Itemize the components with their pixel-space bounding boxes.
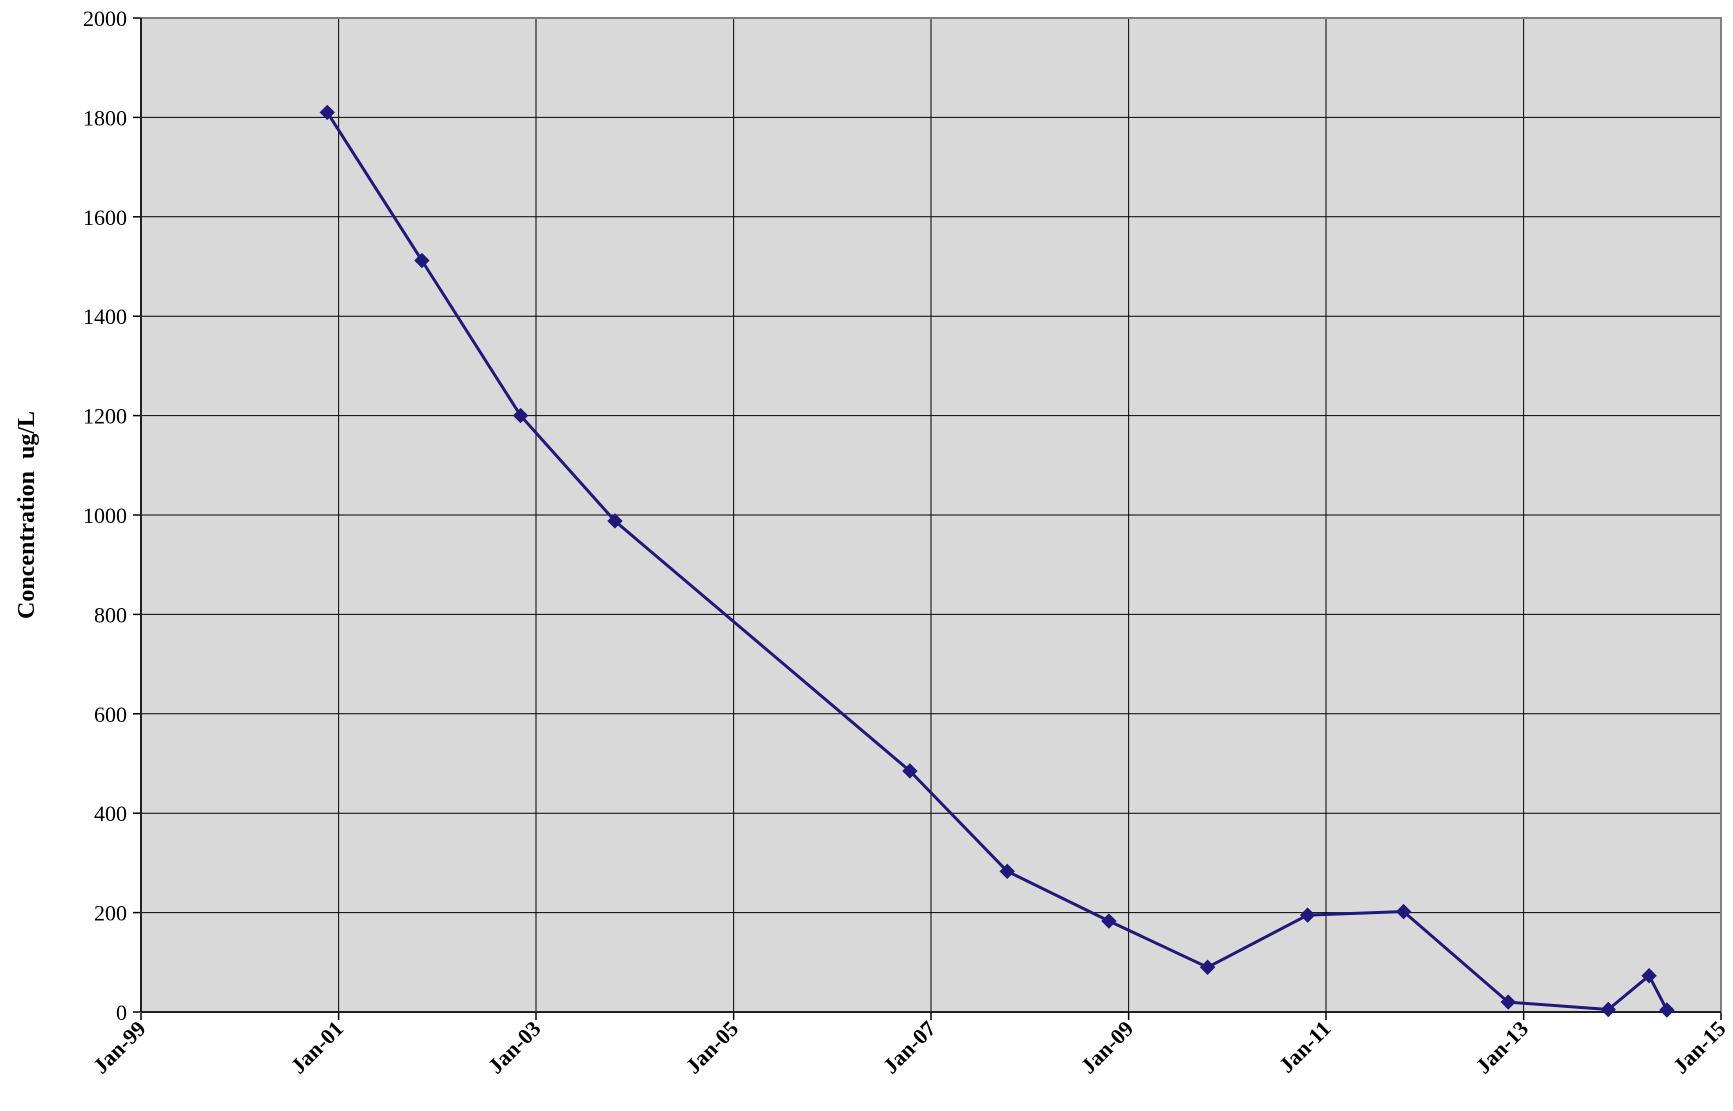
data-point-marker <box>414 252 430 269</box>
data-point-marker <box>1101 913 1117 929</box>
x-tick-label: Jan-13 <box>1471 1016 1534 1079</box>
data-point-marker <box>319 104 335 121</box>
x-tick-label: Jan-03 <box>483 1016 546 1079</box>
data-point-marker <box>512 407 529 424</box>
y-axis-tick-labels: 0 200 400 600 800 1000 1200 1400 1600 1800 2000 <box>83 6 127 1025</box>
y-tick-label: 800 <box>94 602 127 627</box>
x-axis-tick-labels: Jan-99 Jan-01 Jan-03 Jan-05 Jan-07 Jan-09 Jan-… <box>88 1016 1731 1079</box>
y-tick-label: 2000 <box>83 6 127 31</box>
y-tick-label: 1200 <box>83 404 127 429</box>
y-axis-label: Concentration ug/L <box>14 411 40 619</box>
data-series <box>319 104 1675 1018</box>
y-tick-label: 1400 <box>83 304 127 329</box>
x-tick-label: Jan-09 <box>1076 1016 1139 1079</box>
data-point-marker <box>1500 994 1516 1010</box>
y-tick-label: 1800 <box>83 105 127 130</box>
y-tick-label: 0 <box>116 1000 127 1025</box>
x-tick-label: Jan-11 <box>1274 1016 1336 1078</box>
data-point-marker <box>1659 1002 1675 1018</box>
x-tick-label: Jan-01 <box>286 1016 349 1079</box>
x-tick-label: Jan-99 <box>88 1016 151 1079</box>
data-point-marker <box>1299 907 1316 923</box>
y-tick-label: 400 <box>94 801 127 826</box>
axes <box>133 17 1722 1020</box>
data-point-marker <box>1199 959 1216 975</box>
data-point-marker <box>607 513 623 529</box>
data-point-marker <box>999 863 1015 880</box>
y-tick-label: 1600 <box>83 205 127 230</box>
y-tick-label: 600 <box>94 702 127 727</box>
x-tick-label: Jan-15 <box>1668 1016 1731 1079</box>
data-point-marker <box>1600 1001 1616 1018</box>
x-tick-label: Jan-05 <box>681 1016 744 1079</box>
data-point-marker <box>1641 968 1657 984</box>
data-point-marker <box>1395 903 1412 920</box>
data-point-marker <box>902 763 918 779</box>
y-tick-label: 1000 <box>83 503 127 528</box>
series-line <box>326 111 1669 1011</box>
y-tick-label: 200 <box>94 901 127 926</box>
x-tick-label: Jan-07 <box>878 1016 941 1079</box>
